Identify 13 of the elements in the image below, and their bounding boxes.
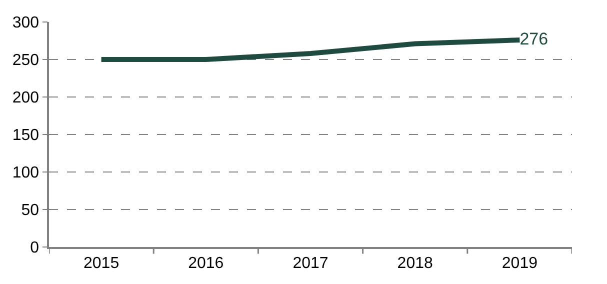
x-tick-label: 2016 (188, 254, 224, 272)
y-tick-label: 50 (21, 202, 40, 220)
y-tick-label: 250 (12, 52, 40, 70)
x-tick-label: 2017 (292, 254, 328, 272)
y-tick-label: 300 (12, 14, 40, 32)
x-tick-label: 2018 (397, 254, 433, 272)
x-tick-label: 2015 (84, 254, 120, 272)
data-label: 276 (520, 29, 548, 48)
y-tick-label: 0 (30, 240, 40, 257)
y-tick-label: 150 (12, 127, 40, 144)
y-tick-label: 100 (12, 164, 40, 182)
y-tick-label: 200 (12, 90, 40, 107)
x-tick-label: 2019 (502, 254, 538, 272)
